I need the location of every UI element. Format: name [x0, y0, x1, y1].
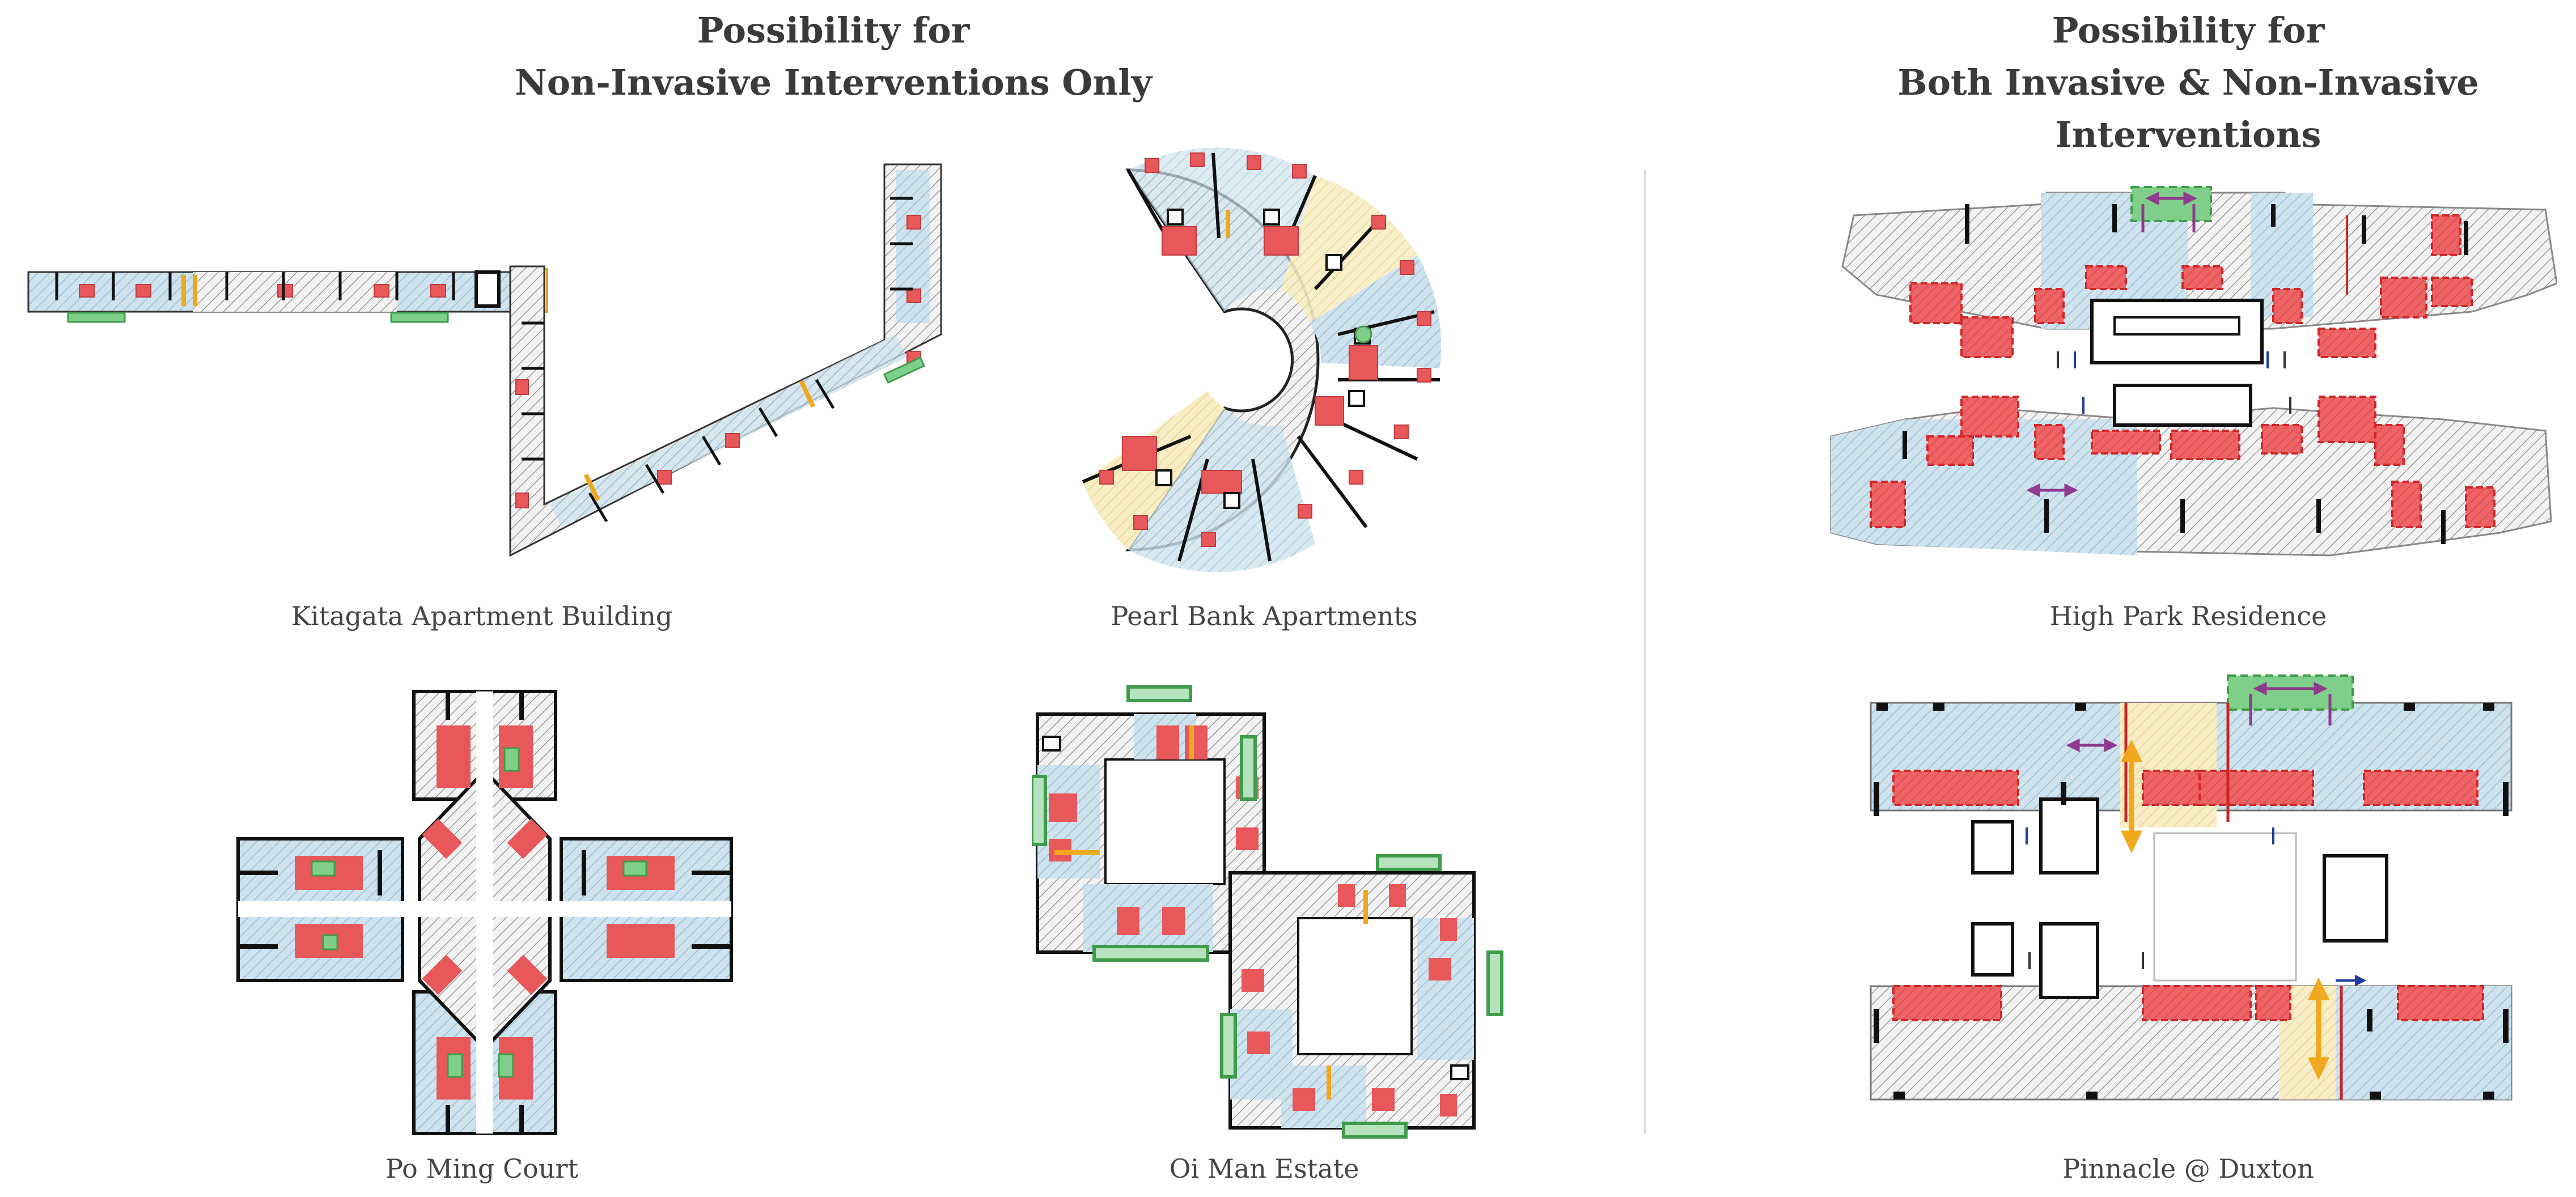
- plan-oi-man: [1032, 685, 1503, 1139]
- heading-left-line2: Non-Invasive Interventions Only: [515, 62, 1152, 103]
- heading-right-line2: Both Invasive & Non-Invasive Interventio…: [1897, 62, 2479, 155]
- plan-po-ming: [236, 690, 733, 1135]
- column-divider: [1644, 170, 1646, 1134]
- plan-high-park: [1830, 186, 2557, 557]
- plan-pearl-bank: [1082, 147, 1442, 572]
- plan-pinnacle: [1870, 674, 2513, 1101]
- caption-po-ming: Po Ming Court: [385, 1153, 578, 1184]
- plan-kitagata: [27, 163, 942, 557]
- heading-left-line1: Possibility for: [697, 10, 970, 51]
- heading-right-line1: Possibility for: [2052, 10, 2325, 51]
- caption-oi-man: Oi Man Estate: [1169, 1153, 1359, 1184]
- caption-high-park: High Park Residence: [2049, 601, 2327, 631]
- caption-pinnacle: Pinnacle @ Duxton: [2062, 1153, 2314, 1184]
- heading-both-interventions: Possibility for Both Invasive & Non-Inva…: [1803, 5, 2574, 161]
- caption-pearl-bank: Pearl Bank Apartments: [1111, 601, 1418, 631]
- heading-non-invasive: Possibility for Non-Invasive Interventio…: [499, 5, 1168, 109]
- caption-kitagata: Kitagata Apartment Building: [291, 601, 673, 631]
